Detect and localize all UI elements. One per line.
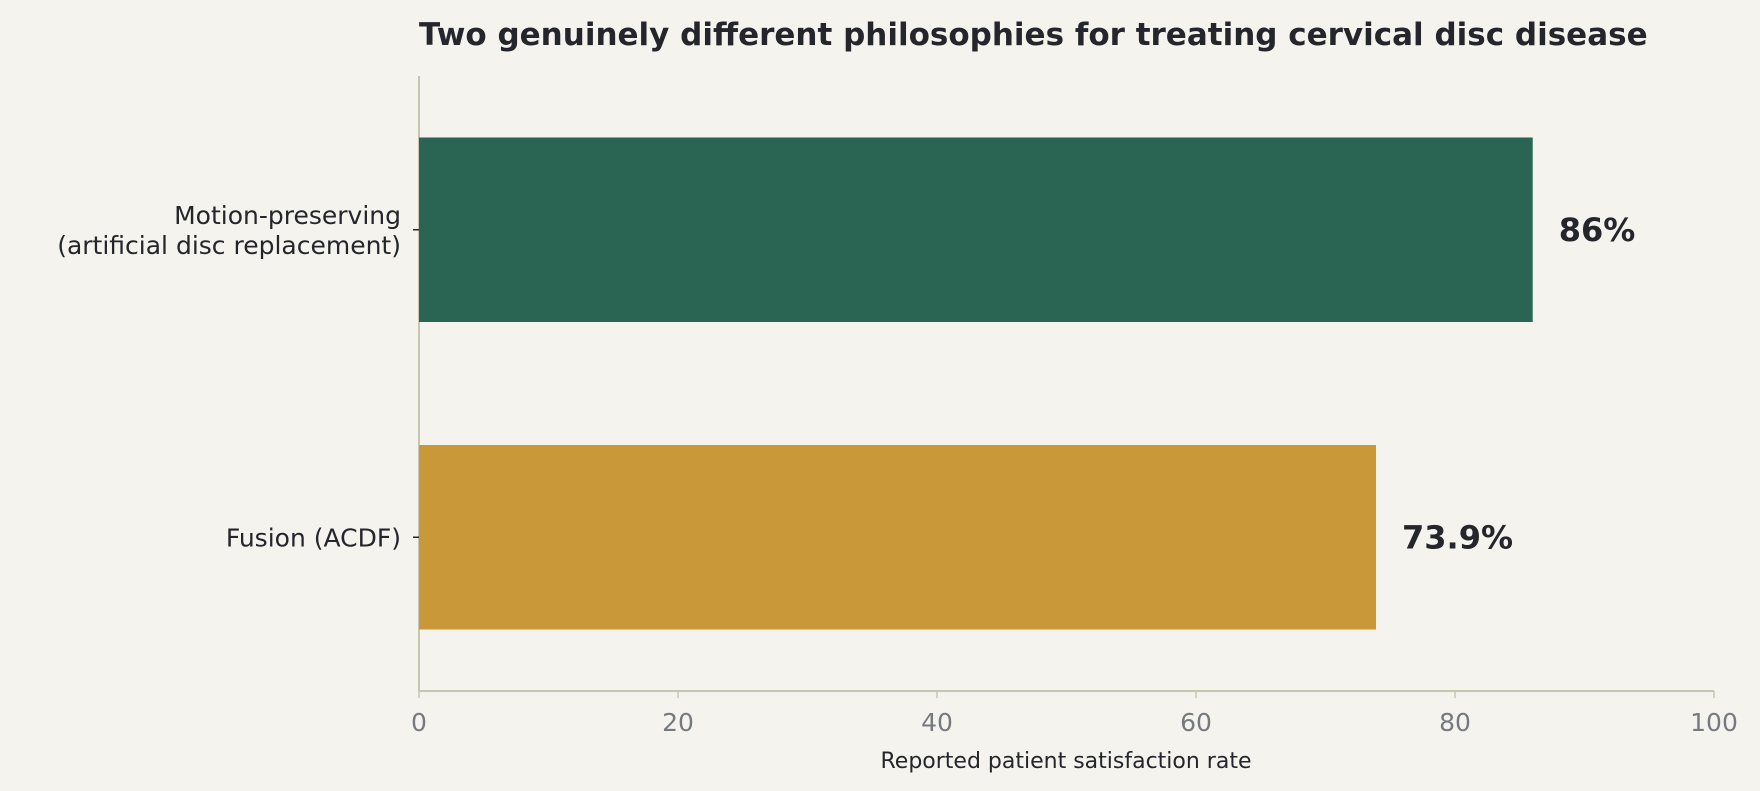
bar (419, 445, 1377, 630)
x-tick-label: 40 (921, 708, 953, 737)
x-tick-label: 0 (411, 708, 427, 737)
chart-title: Two genuinely different philosophies for… (419, 17, 1648, 53)
bars: 86% 73.9% (419, 137, 1636, 630)
category-label: Fusion (ACDF) (226, 523, 401, 552)
x-tick-label: 60 (1180, 708, 1212, 737)
category-label: Motion-preserving (174, 201, 401, 230)
x-tick-label: 80 (1439, 708, 1471, 737)
x-tick-label: 20 (662, 708, 694, 737)
x-axis-label: Reported patient satisfaction rate (881, 749, 1252, 774)
data-label: 73.9% (1402, 518, 1513, 556)
data-label: 86% (1559, 211, 1636, 249)
category-label: (artificial disc replacement) (57, 231, 401, 260)
x-tick-label: 100 (1690, 708, 1738, 737)
bar (419, 137, 1533, 322)
y-axis-ticks: Motion-preserving(artificial disc replac… (57, 201, 419, 552)
x-axis-ticks: 0 20 40 60 80 100 (411, 691, 1738, 737)
